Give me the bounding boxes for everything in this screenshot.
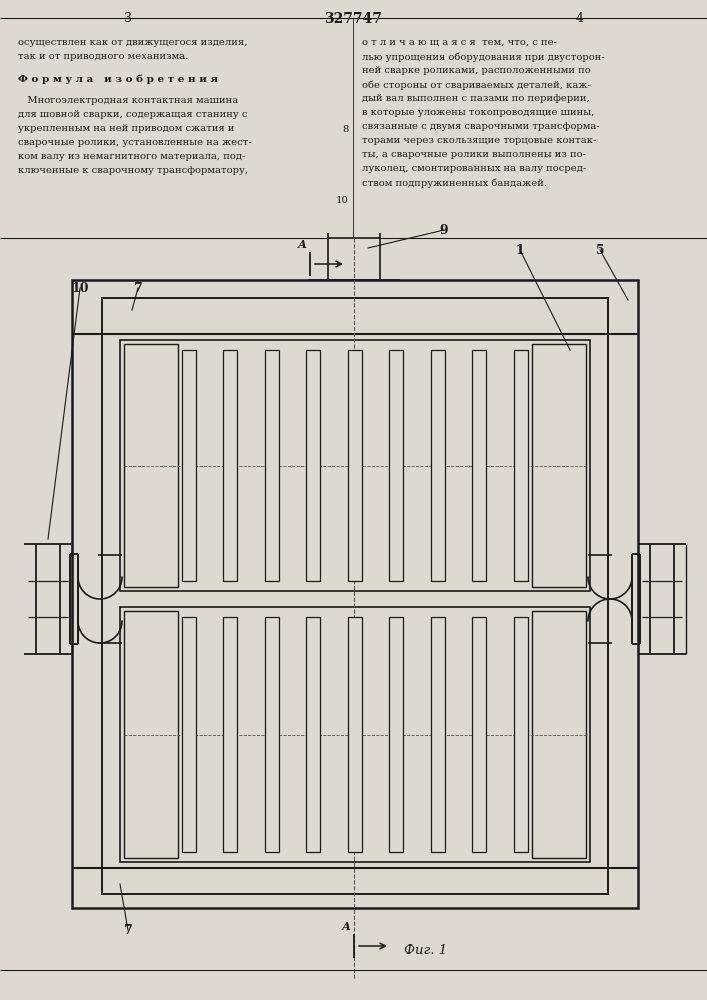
Bar	[532, 611, 586, 858]
Bar	[102, 298, 608, 894]
Text: 8: 8	[343, 125, 349, 134]
Text: обе стороны от свариваемых деталей, каж-: обе стороны от свариваемых деталей, каж-	[362, 80, 591, 90]
Bar	[514, 617, 528, 852]
Bar	[532, 344, 586, 587]
Bar	[265, 617, 279, 852]
Text: укрепленным на ней приводом сжатия и: укрепленным на ней приводом сжатия и	[18, 124, 235, 133]
Bar	[307, 350, 320, 581]
Bar	[390, 350, 404, 581]
Text: 4: 4	[576, 12, 584, 25]
Bar	[332, 296, 376, 336]
Text: 7: 7	[124, 924, 132, 936]
Bar	[328, 238, 380, 280]
Text: ней сварке роликами, расположенными по: ней сварке роликами, расположенными по	[362, 66, 591, 75]
Bar	[223, 350, 238, 581]
Bar	[182, 350, 196, 581]
Bar	[265, 350, 279, 581]
Bar	[182, 617, 196, 852]
Text: ключенные к сварочному трансформатору,: ключенные к сварочному трансформатору,	[18, 166, 248, 175]
Bar	[431, 617, 445, 852]
Text: 7: 7	[134, 282, 142, 294]
Bar	[472, 617, 486, 852]
Text: А: А	[298, 239, 307, 250]
Text: связанные с двумя сварочными трансформа-: связанные с двумя сварочными трансформа-	[362, 122, 600, 131]
Bar	[223, 617, 238, 852]
Bar	[124, 344, 178, 587]
Text: 10: 10	[336, 196, 349, 205]
Bar	[431, 350, 445, 581]
Text: Фиг. 1: Фиг. 1	[404, 944, 447, 956]
Bar	[472, 350, 486, 581]
Bar	[120, 607, 590, 862]
Bar	[120, 340, 590, 591]
Text: так и от приводного механизма.: так и от приводного механизма.	[18, 52, 188, 61]
Text: ком валу из немагнитного материала, под-: ком валу из немагнитного материала, под-	[18, 152, 245, 161]
Text: А: А	[341, 921, 351, 932]
Bar	[124, 611, 178, 858]
Text: лью упрощения оборудования при двусторон-: лью упрощения оборудования при двусторон…	[362, 52, 604, 62]
Text: осуществлен как от движущегося изделия,: осуществлен как от движущегося изделия,	[18, 38, 247, 47]
Bar	[390, 617, 404, 852]
Text: луколец, смонтированных на валу посред-: луколец, смонтированных на валу посред-	[362, 164, 586, 173]
Bar	[309, 280, 399, 296]
Text: Многоэлектродная контактная машина: Многоэлектродная контактная машина	[18, 96, 238, 105]
Bar	[72, 280, 638, 908]
Text: ством подпружиненных бандажей.: ством подпружиненных бандажей.	[362, 178, 547, 188]
Text: сварочные ролики, установленные на жест-: сварочные ролики, установленные на жест-	[18, 138, 252, 147]
Text: в которые уложены токопроводящие шины,: в которые уложены токопроводящие шины,	[362, 108, 595, 117]
Text: 327747: 327747	[324, 12, 382, 26]
Text: для шовной сварки, содержащая станину с: для шовной сварки, содержащая станину с	[18, 110, 247, 119]
Text: 10: 10	[71, 282, 89, 294]
Text: 9: 9	[440, 224, 448, 236]
Text: 3: 3	[124, 12, 132, 25]
Text: 1: 1	[515, 243, 525, 256]
Bar	[514, 350, 528, 581]
Text: торами через скользящие торцовые контак-: торами через скользящие торцовые контак-	[362, 136, 597, 145]
Text: ты, а сварочные ролики выполнены из по-: ты, а сварочные ролики выполнены из по-	[362, 150, 586, 159]
Text: дый вал выполнен с пазами по периферии,: дый вал выполнен с пазами по периферии,	[362, 94, 590, 103]
Text: Ф о р м у л а   и з о б р е т е н и я: Ф о р м у л а и з о б р е т е н и я	[18, 74, 218, 84]
Text: 5: 5	[596, 243, 604, 256]
Bar	[307, 617, 320, 852]
Bar	[348, 350, 362, 581]
Text: о т л и ч а ю щ а я с я  тем, что, с пе-: о т л и ч а ю щ а я с я тем, что, с пе-	[362, 38, 557, 47]
Bar	[348, 617, 362, 852]
